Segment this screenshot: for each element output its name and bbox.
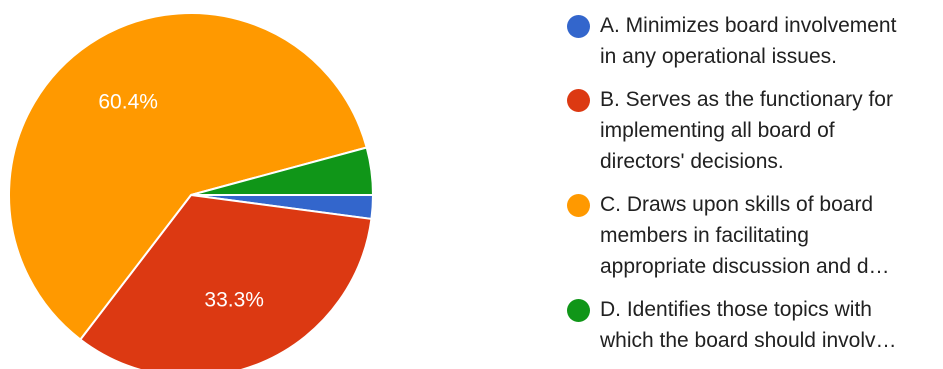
slice-label-b: 33.3% xyxy=(204,288,264,311)
legend-swatch-b xyxy=(567,89,590,112)
pie-slice-c[interactable] xyxy=(7,12,368,341)
legend-swatch-d xyxy=(567,299,590,322)
legend-swatch-c xyxy=(567,194,590,217)
legend-swatch-a xyxy=(567,15,590,38)
pie-slice-b[interactable] xyxy=(78,193,373,369)
pie-slice-labels: 33.3% 60.4% xyxy=(98,90,264,311)
legend-label-b: B. Serves as the functionary for impleme… xyxy=(600,88,893,173)
slice-label-c: 60.4% xyxy=(98,90,158,113)
legend-item-c[interactable]: C. Draws upon skills of board members in… xyxy=(567,189,939,282)
legend-item-b[interactable]: B. Serves as the functionary for impleme… xyxy=(567,84,939,177)
legend-label-a: A. Minimizes board involvement in any op… xyxy=(600,14,897,68)
legend-label-d: D. Identifies those topics with which th… xyxy=(600,298,897,352)
legend-item-d[interactable]: D. Identifies those topics with which th… xyxy=(567,294,939,356)
pie-slice-d[interactable] xyxy=(190,146,375,196)
pie-slices xyxy=(7,12,375,369)
chart-legend: A. Minimizes board involvement in any op… xyxy=(567,10,939,368)
legend-label-c: C. Draws upon skills of board members in… xyxy=(600,193,890,278)
legend-item-a[interactable]: A. Minimizes board involvement in any op… xyxy=(567,10,939,72)
